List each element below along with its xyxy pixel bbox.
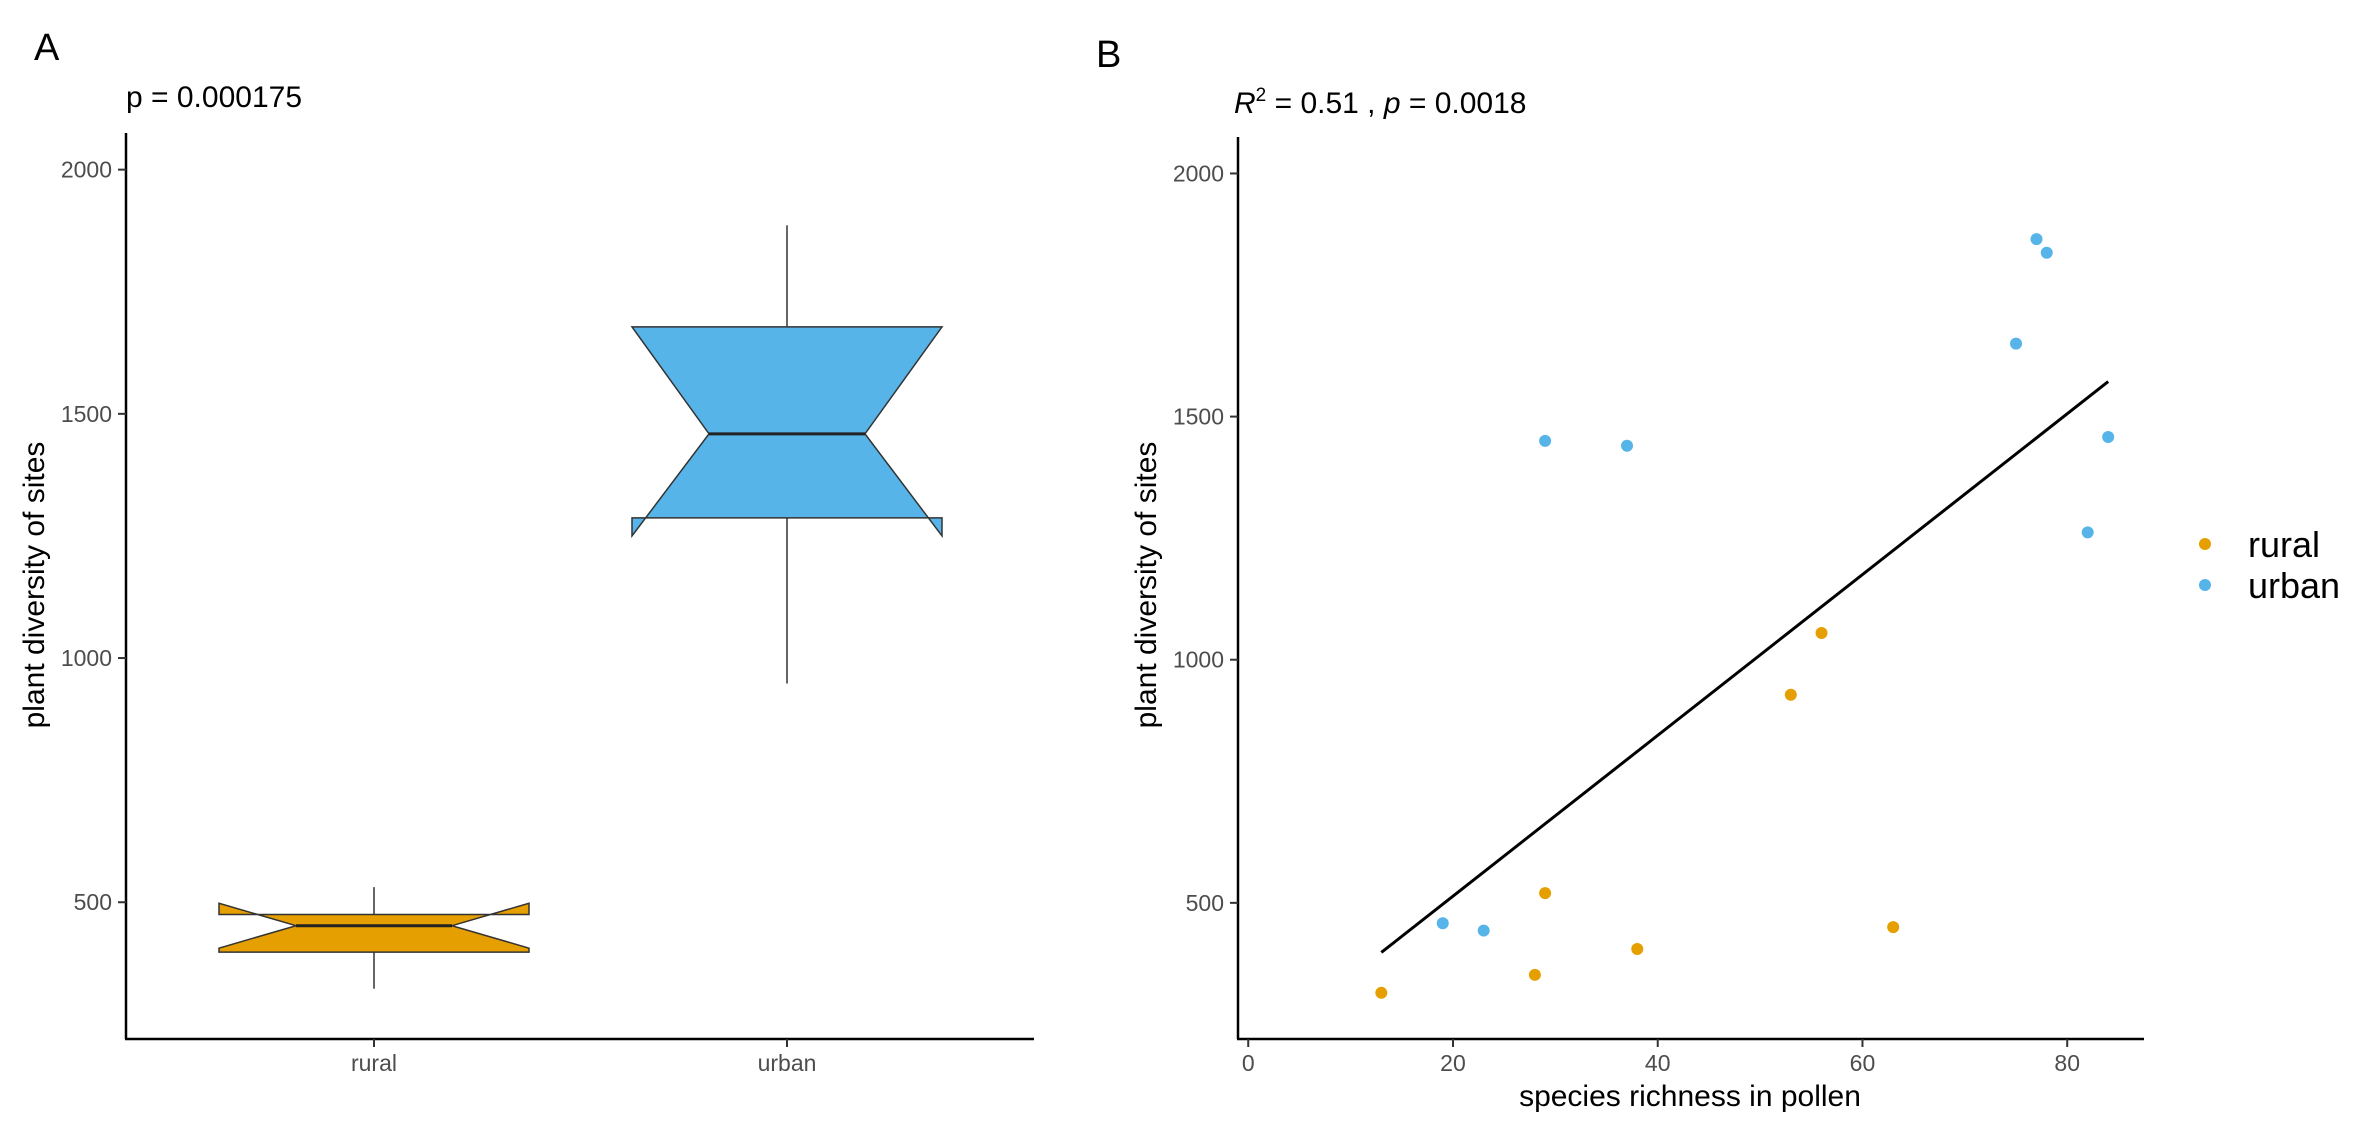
panel-b-y-label: plant diversity of sites xyxy=(1130,442,1163,729)
point-urban xyxy=(1477,924,1490,937)
point-rural xyxy=(1528,968,1541,981)
y-tick-label: 1500 xyxy=(61,401,112,427)
y-tick-label: 2000 xyxy=(1173,160,1224,186)
x-tick-label: rural xyxy=(351,1050,397,1076)
legend-label-urban: urban xyxy=(2248,565,2340,606)
x-tick-label: urban xyxy=(758,1050,817,1076)
stat-r-symbol: R xyxy=(1234,87,1256,120)
panel-b: B R2 = 0.51 , p = 0.0018 500100015002000… xyxy=(1096,34,2144,1113)
panel-a-y-label: plant diversity of sites xyxy=(18,442,51,729)
legend: rural urban xyxy=(2199,524,2340,606)
point-rural xyxy=(1815,626,1828,639)
legend-key-urban xyxy=(2199,579,2211,591)
panel-b-y-ticks: 500 1000 1500 2000 xyxy=(1173,160,1238,916)
x-tick-label: 20 xyxy=(1440,1050,1466,1076)
box-urban xyxy=(630,326,944,539)
point-rural xyxy=(1539,887,1552,900)
panel-a-label: A xyxy=(34,27,60,69)
point-rural xyxy=(1375,986,1388,999)
stat-r2-value: = 0.51 , xyxy=(1266,87,1384,120)
x-tick-label: 0 xyxy=(1242,1050,1255,1076)
point-urban xyxy=(2030,233,2043,246)
point-urban xyxy=(1436,917,1449,930)
point-rural xyxy=(1784,688,1797,701)
panel-b-points xyxy=(1375,233,2115,999)
point-urban xyxy=(2010,337,2023,350)
panel-a: A p = 0.000175 500 1000 1500 2000 rural urba… xyxy=(18,27,1034,1076)
panel-a-y-ticks: 500 1000 1500 2000 xyxy=(61,157,126,915)
regression-line xyxy=(1380,380,2110,954)
point-rural xyxy=(1887,921,1900,934)
y-tick-label: 1000 xyxy=(1173,647,1224,673)
panel-a-boxes xyxy=(218,225,944,989)
point-urban xyxy=(2081,526,2094,539)
box-rural xyxy=(218,902,530,953)
panel-b-x-ticks: 0 20 40 60 80 xyxy=(1242,1039,2080,1076)
panel-a-x-ticks: rural urban xyxy=(351,1039,816,1076)
panel-b-fit xyxy=(1380,380,2110,954)
point-urban xyxy=(1539,434,1552,447)
x-tick-label: 40 xyxy=(1645,1050,1671,1076)
panel-b-x-label: species richness in pollen xyxy=(1519,1080,1861,1113)
panel-b-label: B xyxy=(1096,34,1121,76)
x-tick-label: 60 xyxy=(1850,1050,1876,1076)
panel-b-stats: R2 = 0.51 , p = 0.0018 xyxy=(1234,85,1526,120)
y-tick-label: 1500 xyxy=(1173,404,1224,430)
point-urban xyxy=(2102,431,2115,444)
y-tick-label: 2000 xyxy=(61,157,112,183)
stat-r-exponent: 2 xyxy=(1256,85,1267,106)
x-tick-label: 80 xyxy=(2054,1050,2080,1076)
panel-a-pvalue: p = 0.000175 xyxy=(126,81,302,114)
y-tick-label: 500 xyxy=(74,889,112,915)
stat-p-value: = 0.0018 xyxy=(1401,87,1527,120)
stat-p-symbol: p xyxy=(1383,87,1401,120)
point-rural xyxy=(1631,943,1644,956)
legend-label-rural: rural xyxy=(2248,524,2320,565)
y-tick-label: 500 xyxy=(1186,890,1224,916)
y-tick-label: 1000 xyxy=(61,645,112,671)
point-urban xyxy=(1621,439,1634,452)
legend-key-rural xyxy=(2199,538,2211,550)
point-urban xyxy=(2040,246,2053,259)
